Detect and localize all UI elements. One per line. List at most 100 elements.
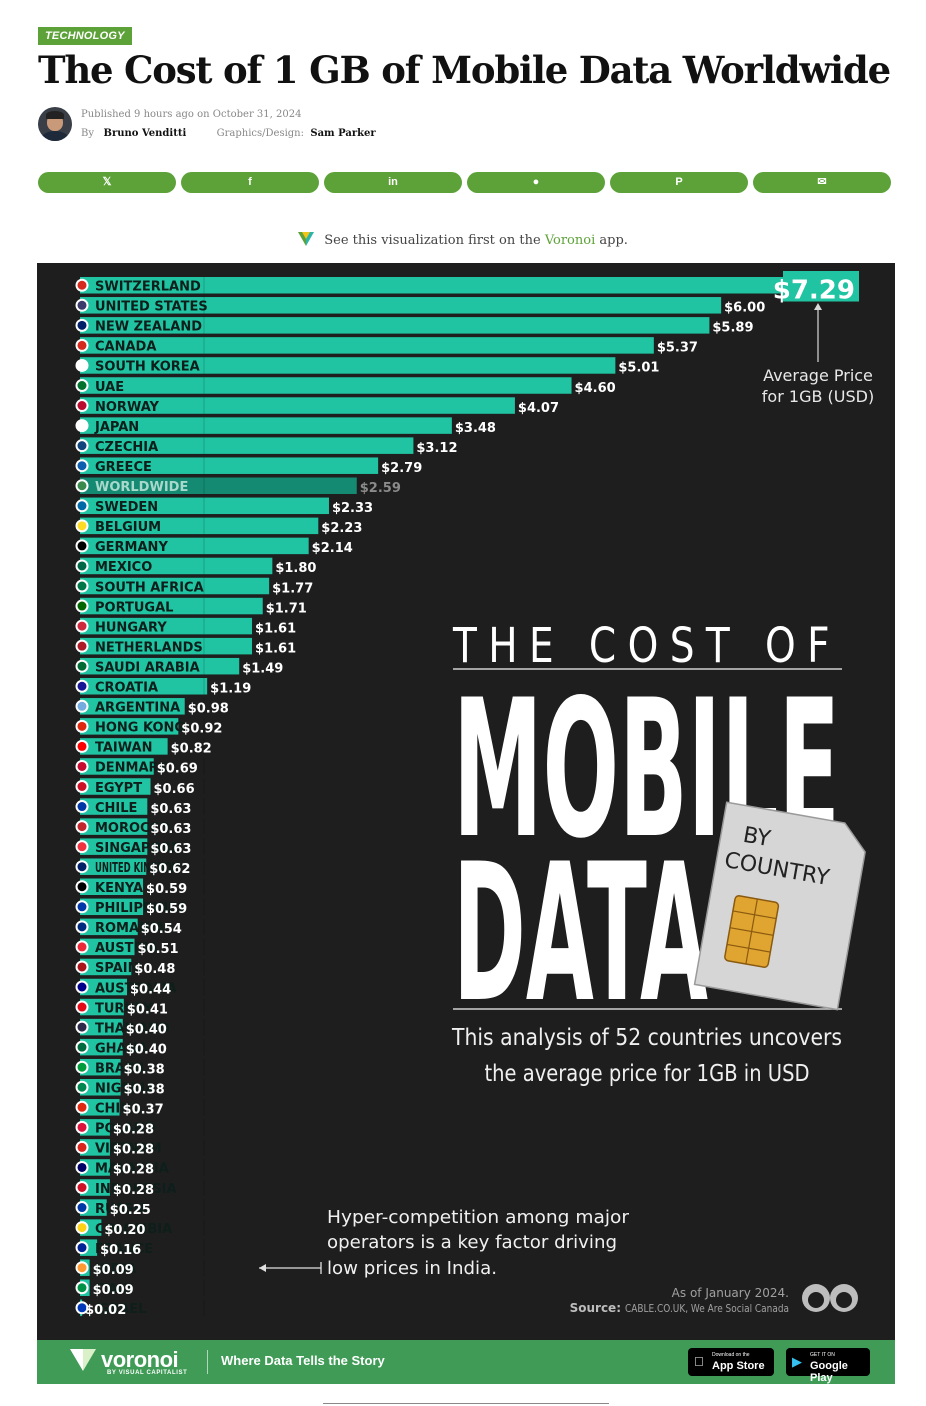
flag-color [77, 1122, 87, 1132]
value-label: $0.40 [126, 1022, 167, 1037]
bar [80, 277, 859, 294]
share-facebook-button[interactable]: f [181, 172, 319, 193]
author-avatar[interactable] [38, 107, 72, 141]
chart-infographic: SWITZERLAND $7.29 UNITED STATES $6.00 NEW ZE… [37, 263, 895, 1340]
flag-color [77, 962, 87, 972]
flag-color [77, 561, 87, 571]
bar-row: SOUTH AFRICA $1.77 [75, 577, 313, 596]
value-label: $0.16 [100, 1243, 141, 1258]
value-label: $1.61 [255, 641, 296, 656]
page-footer-rule [323, 1403, 609, 1404]
voronoi-app-link[interactable]: Voronoi [544, 233, 596, 248]
designer-name[interactable]: Sam Parker [310, 128, 376, 139]
category-label: PHILIPPINES [95, 901, 186, 916]
share-linkedin-button[interactable]: in [324, 172, 462, 193]
flag-color [77, 661, 87, 671]
category-label: PORTUGAL [95, 600, 173, 615]
category-label: UAE [95, 380, 124, 395]
bar [80, 798, 148, 815]
voronoi-logo-icon [298, 232, 315, 246]
top-value-highlight [783, 271, 859, 302]
bar [80, 918, 138, 936]
category-label: EGYPT [95, 781, 142, 796]
bar-row: CROATIA $1.19 [75, 678, 251, 697]
bar [80, 397, 515, 414]
bar-row: POLAND$0.28 [75, 1119, 205, 1138]
flag-color [77, 1283, 87, 1293]
bar [80, 617, 253, 635]
bar-row: CHILE $0.63 [75, 798, 205, 817]
value-label: $1.71 [266, 601, 307, 616]
value-label: $5.37 [657, 341, 698, 356]
value-label: $2.33 [332, 501, 373, 516]
category-label: ITALY [95, 1282, 134, 1297]
category-label: CANADA [95, 340, 156, 355]
category-tag[interactable]: TECHNOLOGY [38, 27, 132, 45]
flag-color [77, 280, 87, 290]
value-label: $0.20 [104, 1223, 145, 1238]
value-label: $0.48 [134, 962, 175, 977]
flag-color [77, 842, 87, 852]
bar [80, 1079, 121, 1096]
bar [80, 858, 147, 875]
share-email-button[interactable]: ✉ [753, 172, 891, 193]
flag-color [77, 761, 87, 771]
category-label: SAUDI ARABIA [95, 660, 200, 675]
value-label: $1.19 [210, 682, 251, 697]
share-pinterest-button[interactable]: P [610, 172, 748, 193]
value-label: $0.40 [126, 1042, 167, 1057]
bar-row: DENMARK$0.69 [75, 758, 205, 777]
value-label: $6.00 [724, 301, 765, 316]
facebook-icon: f [248, 176, 252, 188]
author-name[interactable]: Bruno Venditti [103, 128, 187, 139]
google-play-button[interactable]: ▶ GET IT ON Google Play [786, 1348, 870, 1384]
bar-row: AUSTRIA$0.51 [75, 938, 205, 957]
bar [80, 637, 253, 655]
app-store-label: App Store [712, 1360, 765, 1372]
bar [80, 718, 179, 735]
app-store-small: Download on the [712, 1352, 750, 1358]
bar [80, 1099, 120, 1116]
category-label: KENYA [95, 881, 143, 896]
bar-row: ISRAEL$0.02 [75, 1299, 205, 1318]
category-label: GREECE [95, 460, 152, 475]
value-label: $0.63 [150, 802, 191, 817]
bar-row: NEW ZEALAND $5.89 [75, 317, 754, 336]
bar-row: INDONESIA$0.28 [75, 1179, 205, 1198]
value-label: $1.80 [275, 561, 316, 576]
category-label: WORLDWIDE [95, 480, 188, 495]
share-reddit-button[interactable]: ● [467, 172, 605, 193]
flag-color [77, 982, 87, 992]
flag-color [77, 1223, 87, 1233]
share-x-button[interactable]: 𝕏 [38, 172, 176, 193]
value-label: $0.63 [150, 822, 191, 837]
category-label: HONG KONG [95, 721, 185, 736]
flag-color [77, 942, 87, 952]
as-of-date: As of January 2024. [672, 1286, 789, 1300]
app-store-button[interactable]:  Download on the App Store [688, 1348, 774, 1376]
bar [80, 998, 124, 1016]
voronoi-brand[interactable]: voronoi [101, 1347, 179, 1372]
apple-icon:  [694, 1354, 704, 1369]
title-line-1: THE COST OF [452, 618, 841, 674]
bar-row: CHINA$0.37 [75, 1099, 205, 1118]
source-label: Source: [570, 1301, 621, 1315]
bar [80, 1119, 110, 1136]
value-note-arrow [814, 303, 822, 310]
value-label: $0.62 [149, 862, 190, 877]
pinterest-icon: P [675, 176, 683, 188]
category-label: NORWAY [95, 400, 160, 415]
value-label: $1.77 [272, 581, 313, 596]
category-label: BRAZIL [95, 1061, 148, 1076]
bar [80, 577, 270, 595]
bar [80, 437, 414, 454]
flag-color [77, 1243, 87, 1253]
flag-color [77, 701, 87, 711]
x-icon: 𝕏 [102, 176, 112, 188]
flag-color [77, 621, 87, 631]
flag-color [77, 902, 87, 912]
bar [80, 778, 151, 795]
category-label: CHINA [95, 1102, 141, 1117]
value-label: $5.89 [712, 321, 753, 336]
bar-row: SAUDI ARABIA $1.49 [75, 657, 283, 676]
